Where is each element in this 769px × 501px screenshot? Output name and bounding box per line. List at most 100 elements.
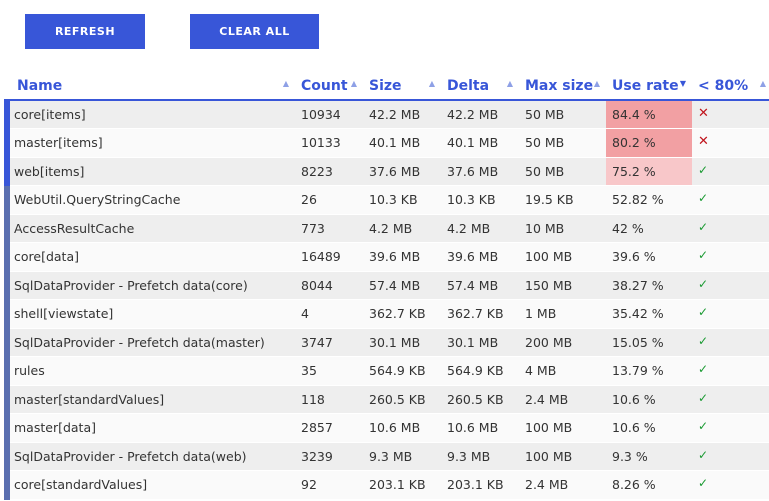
- cell-status: ✓: [692, 214, 769, 243]
- cell-status: ✕: [692, 128, 769, 158]
- sort-up-icon: ▲: [282, 79, 289, 88]
- cell-count: 8044: [295, 271, 363, 300]
- cell-max-size: 150 MB: [519, 271, 606, 300]
- column-header-name[interactable]: Name ▲: [7, 72, 295, 101]
- sort-up-icon: ▲: [759, 79, 766, 88]
- check-icon: ✓: [698, 362, 709, 376]
- cell-use-rate: 38.27 %: [606, 271, 692, 300]
- cell-delta: 39.6 MB: [441, 242, 519, 272]
- check-icon: ✓: [698, 305, 709, 319]
- cell-name: core[items]: [4, 100, 295, 129]
- table-row: core[items] 10934 42.2 MB 42.2 MB 50 MB 84.4 …: [4, 100, 769, 129]
- cell-name: master[data]: [4, 413, 295, 443]
- cell-name: SqlDataProvider - Prefetch data(master): [4, 328, 295, 357]
- cell-size: 9.3 MB: [363, 442, 441, 471]
- cell-max-size: 19.5 KB: [519, 185, 606, 215]
- cell-size: 57.4 MB: [363, 271, 441, 300]
- cell-size: 10.3 KB: [363, 185, 441, 215]
- column-header-label: Size: [369, 77, 402, 94]
- cell-name: SqlDataProvider - Prefetch data(web): [4, 442, 295, 471]
- cell-status: ✓: [692, 157, 769, 186]
- cell-size: 30.1 MB: [363, 328, 441, 357]
- cell-use-rate: 10.6 %: [606, 385, 692, 414]
- cell-status: ✓: [692, 356, 769, 386]
- cell-max-size: 200 MB: [519, 328, 606, 357]
- cell-status: ✓: [692, 385, 769, 414]
- cell-use-rate: 9.3 %: [606, 442, 692, 471]
- cell-status: ✓: [692, 328, 769, 357]
- column-header-label: Count: [301, 77, 348, 94]
- cell-use-rate: 52.82 %: [606, 185, 692, 215]
- cell-name: core[data]: [4, 242, 295, 272]
- table-row: shell[viewstate] 4 362.7 KB 362.7 KB 1 MB 35.…: [4, 299, 769, 329]
- check-icon: ✓: [698, 276, 709, 291]
- check-icon: ✓: [698, 162, 709, 177]
- cell-status: ✓: [692, 442, 769, 471]
- check-icon: ✓: [698, 419, 709, 433]
- refresh-button[interactable]: REFRESH: [25, 14, 145, 49]
- cell-name: AccessResultCache: [4, 214, 295, 243]
- cell-delta: 37.6 MB: [441, 157, 519, 186]
- cell-use-rate: 35.42 %: [606, 299, 692, 329]
- column-header-label: Name: [17, 77, 63, 94]
- table-row: rules 35 564.9 KB 564.9 KB 4 MB 13.79 % ✓: [4, 356, 769, 386]
- cell-size: 37.6 MB: [363, 157, 441, 186]
- sort-up-icon: ▲: [350, 79, 357, 88]
- cell-count: 10133: [295, 128, 363, 158]
- cell-use-rate: 15.05 %: [606, 328, 692, 357]
- cell-name: rules: [4, 356, 295, 386]
- cell-delta: 57.4 MB: [441, 271, 519, 300]
- check-icon: ✓: [698, 219, 709, 234]
- cell-status: ✕: [692, 100, 769, 129]
- cell-count: 35: [295, 356, 363, 386]
- cell-delta: 42.2 MB: [441, 100, 519, 129]
- cell-size: 10.6 MB: [363, 413, 441, 443]
- column-header-count[interactable]: Count ▲: [295, 72, 363, 101]
- cell-status: ✓: [692, 185, 769, 215]
- cell-delta: 564.9 KB: [441, 356, 519, 386]
- cell-name: master[items]: [4, 128, 295, 158]
- cell-count: 10934: [295, 100, 363, 129]
- sort-up-icon: ▲: [593, 79, 600, 88]
- cell-name: WebUtil.QueryStringCache: [4, 185, 295, 215]
- table-row: WebUtil.QueryStringCache 26 10.3 KB 10.3 KB…: [4, 185, 769, 215]
- cell-use-rate: 39.6 %: [606, 242, 692, 272]
- check-icon: ✓: [698, 191, 709, 205]
- cell-use-rate: 84.4 %: [606, 100, 692, 129]
- column-header-use-rate[interactable]: Use rate ▼: [606, 72, 692, 101]
- sort-up-icon: ▲: [506, 79, 513, 88]
- cell-size: 362.7 KB: [363, 299, 441, 329]
- check-icon: ✓: [698, 248, 709, 262]
- column-header-delta[interactable]: Delta ▲: [441, 72, 519, 101]
- cell-count: 3239: [295, 442, 363, 471]
- cell-max-size: 50 MB: [519, 128, 606, 158]
- cell-delta: 362.7 KB: [441, 299, 519, 329]
- cell-name: core[standardValues]: [4, 470, 295, 500]
- cell-status: ✓: [692, 299, 769, 329]
- check-icon: ✓: [698, 476, 709, 490]
- cell-delta: 9.3 MB: [441, 442, 519, 471]
- table-row: AccessResultCache 773 4.2 MB 4.2 MB 10 MB 42 …: [4, 214, 769, 243]
- cache-table: Name ▲ Count ▲ Size ▲ Delta ▲ Max size ▲ Use …: [4, 72, 769, 500]
- cell-max-size: 4 MB: [519, 356, 606, 386]
- cell-max-size: 100 MB: [519, 442, 606, 471]
- x-icon: ✕: [698, 106, 709, 121]
- cell-count: 8223: [295, 157, 363, 186]
- column-header-size[interactable]: Size ▲: [363, 72, 441, 101]
- cell-name: web[items]: [4, 157, 295, 186]
- clear-all-button[interactable]: CLEAR ALL: [190, 14, 319, 49]
- check-icon: ✓: [698, 333, 709, 348]
- cell-count: 2857: [295, 413, 363, 443]
- column-header-label: < 80%: [698, 77, 749, 94]
- cell-count: 16489: [295, 242, 363, 272]
- cell-size: 39.6 MB: [363, 242, 441, 272]
- cell-count: 3747: [295, 328, 363, 357]
- sort-down-icon: ▼: [679, 79, 686, 88]
- cell-count: 118: [295, 385, 363, 414]
- cell-use-rate: 80.2 %: [606, 128, 692, 158]
- cell-delta: 40.1 MB: [441, 128, 519, 158]
- cell-name: master[standardValues]: [4, 385, 295, 414]
- column-header-threshold[interactable]: < 80% ▲: [692, 72, 769, 101]
- column-header-max-size[interactable]: Max size ▲: [519, 72, 606, 101]
- cell-name: shell[viewstate]: [4, 299, 295, 329]
